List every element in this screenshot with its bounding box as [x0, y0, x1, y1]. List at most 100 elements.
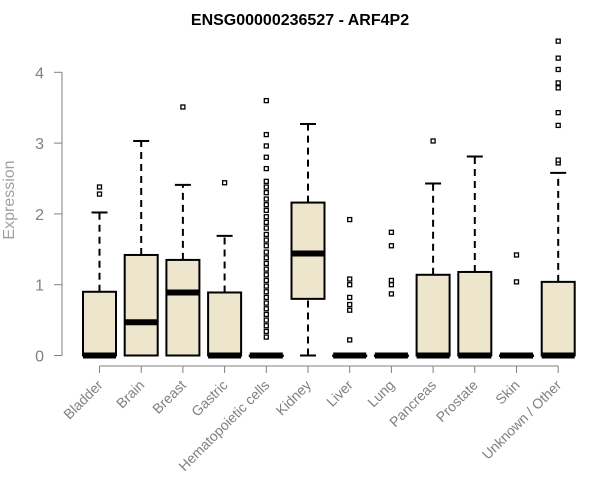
outlier-point — [263, 178, 269, 184]
y-tick-label: 2 — [35, 207, 44, 224]
outlier-point — [263, 334, 269, 340]
box-group — [332, 216, 368, 359]
box-group — [415, 138, 451, 359]
x-tick-label: Lung — [364, 377, 397, 410]
outlier-point — [263, 184, 269, 190]
outlier-point — [347, 282, 353, 288]
box-group — [248, 97, 284, 359]
outlier-point — [347, 307, 353, 313]
outlier-point — [263, 277, 269, 284]
outlier-point — [430, 138, 436, 144]
box-group — [540, 38, 576, 359]
outlier-point — [388, 243, 395, 249]
outlier-point — [263, 190, 269, 196]
outlier-point — [555, 110, 561, 116]
outlier-point — [263, 202, 269, 208]
outlier-point — [263, 196, 269, 202]
outlier-point — [263, 231, 269, 238]
box — [540, 280, 576, 357]
y-tick-label: 0 — [35, 349, 44, 366]
box — [415, 273, 451, 357]
x-tick-label: Skin — [492, 377, 523, 408]
outlier-point — [347, 301, 353, 308]
chart-title: ENSG00000236527 - ARF4P2 — [191, 12, 409, 29]
outlier-point — [180, 104, 186, 110]
box — [82, 290, 117, 357]
y-tick-label: 1 — [35, 278, 44, 295]
outlier-point — [96, 184, 103, 190]
outlier-point — [388, 291, 395, 297]
outlier-point — [263, 237, 269, 243]
box-group — [499, 252, 534, 359]
box — [165, 258, 201, 357]
outlier-point — [263, 214, 269, 220]
outlier-point — [263, 143, 269, 149]
outlier-point — [263, 249, 269, 255]
outlier-point — [555, 66, 561, 73]
y-axis: 0 1 2 3 4 — [35, 65, 63, 366]
outlier-point — [221, 180, 228, 186]
outlier-point — [263, 243, 269, 249]
box-group — [373, 229, 409, 359]
x-tick-label: Brain — [113, 377, 147, 411]
outlier-point — [555, 55, 561, 61]
outlier-point — [263, 165, 269, 172]
outlier-point — [263, 131, 269, 138]
outlier-point — [263, 272, 269, 278]
outlier-point — [96, 191, 103, 197]
outlier-point — [347, 276, 353, 282]
outlier-point — [555, 85, 561, 91]
outlier-point — [513, 279, 520, 285]
outlier-point — [347, 337, 353, 343]
x-tick-label: Bladder — [60, 377, 106, 423]
x-tick-label: Prostate — [433, 377, 481, 425]
outlier-point — [263, 283, 269, 289]
outlier-point — [347, 294, 353, 301]
outlier-point — [263, 97, 269, 104]
y-tick-label: 4 — [35, 65, 44, 82]
outlier-point — [388, 282, 395, 288]
outlier-point — [263, 266, 269, 272]
outlier-point — [513, 252, 520, 258]
outlier-point — [263, 289, 269, 295]
outlier-point — [263, 317, 269, 323]
box-group — [457, 155, 493, 359]
y-tick-label: 3 — [35, 136, 44, 153]
outlier-point — [263, 323, 269, 329]
outlier-point — [263, 294, 269, 301]
outlier-point — [263, 219, 269, 226]
y-axis-title: Expression — [1, 160, 18, 239]
outlier-point — [555, 80, 561, 86]
box-group — [290, 122, 326, 357]
outlier-point — [388, 277, 395, 284]
outlier-point — [347, 216, 353, 223]
outlier-point — [263, 154, 269, 160]
x-tick-label: Kidney — [273, 377, 315, 419]
outlier-point — [555, 157, 561, 163]
outlier-point — [263, 255, 269, 261]
outlier-point — [263, 311, 269, 318]
outlier-point — [263, 207, 269, 214]
outlier-point — [388, 229, 395, 235]
box-group — [82, 184, 117, 359]
box-group — [165, 104, 201, 357]
box-group — [123, 139, 159, 357]
box — [207, 291, 243, 357]
outlier-point — [263, 260, 269, 267]
outlier-point — [263, 225, 269, 231]
outlier-point — [555, 122, 561, 129]
outlier-point — [555, 38, 561, 44]
box-group — [207, 180, 243, 359]
box — [123, 253, 159, 357]
box — [457, 270, 493, 357]
x-tick-label: Liver — [323, 377, 356, 410]
x-tick-label: Breast — [149, 377, 189, 417]
plot-area — [82, 38, 576, 359]
x-tick-label: Unknown / Other — [479, 377, 565, 463]
outlier-point — [263, 300, 269, 306]
outlier-point — [263, 306, 269, 312]
outlier-point — [263, 328, 269, 335]
